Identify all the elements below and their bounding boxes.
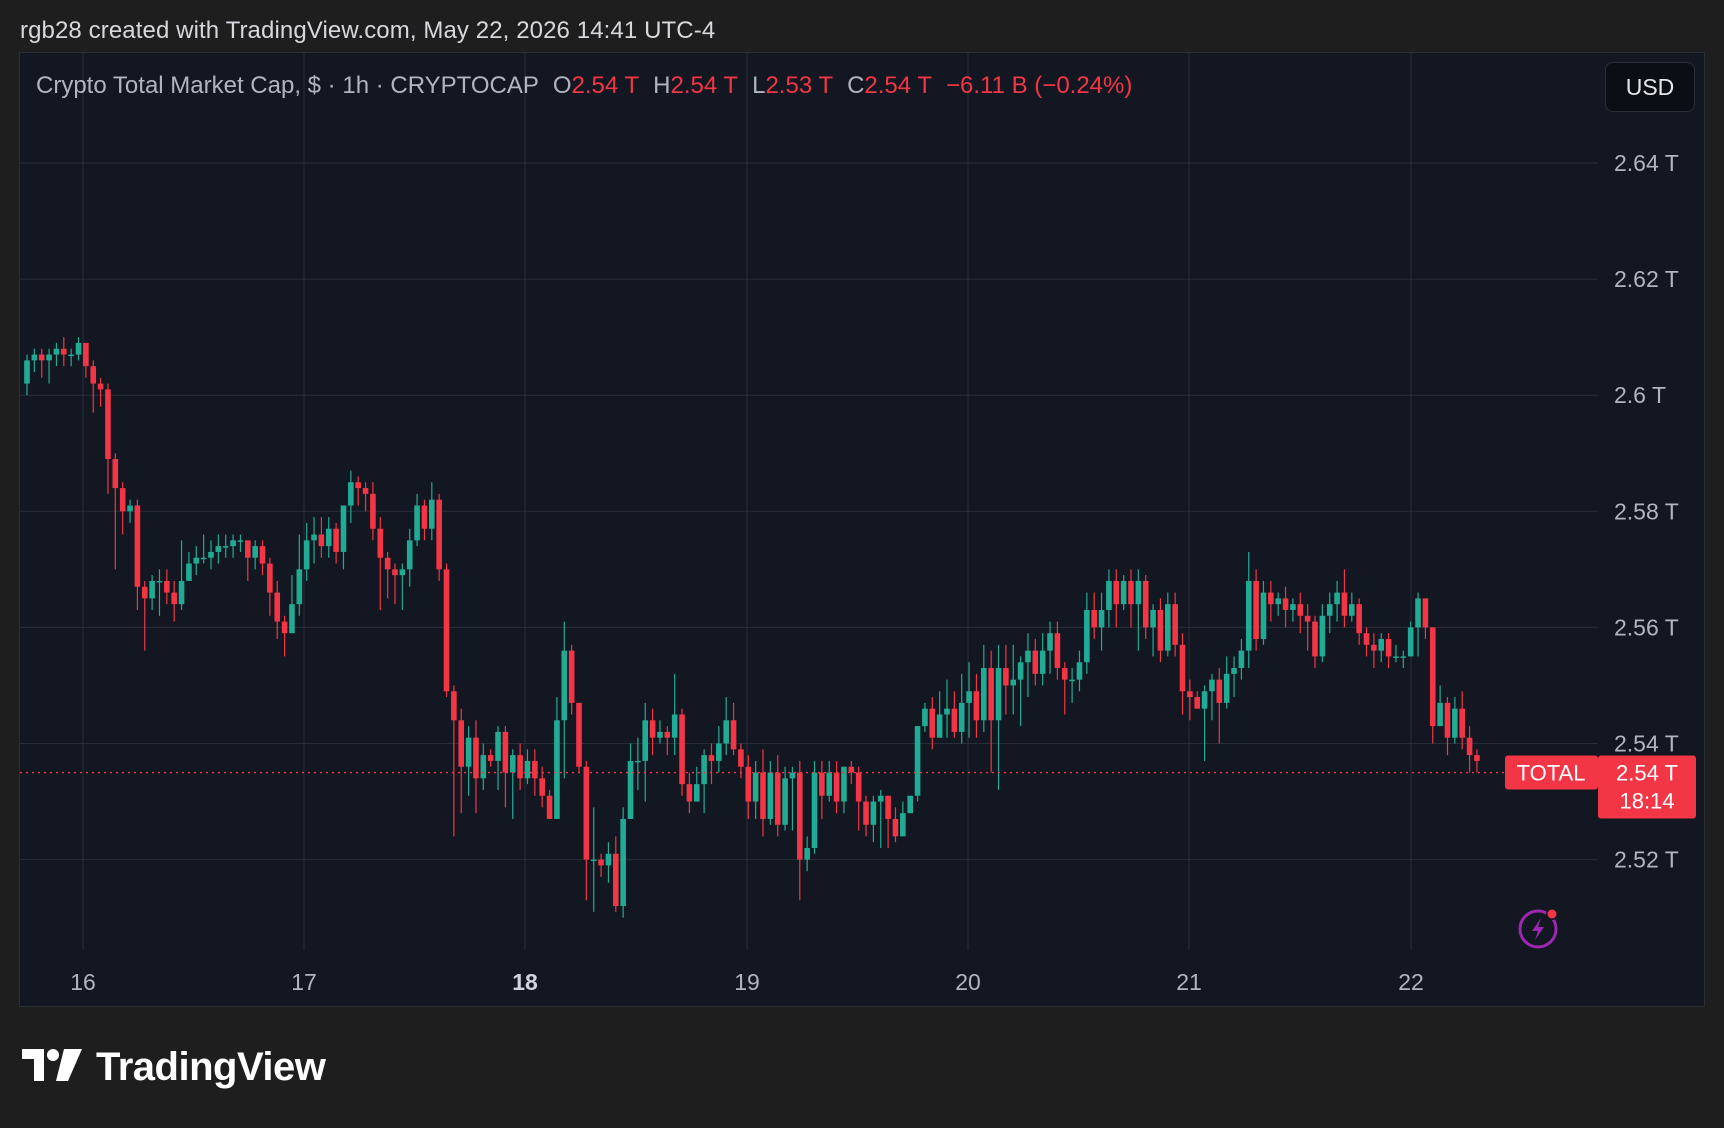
lightning-icon[interactable] bbox=[1517, 905, 1563, 951]
close-label: C bbox=[847, 72, 865, 99]
brand-footer: TradingView bbox=[22, 1045, 326, 1090]
symbol-title[interactable]: Crypto Total Market Cap, $ · 1h · CRYPTO… bbox=[36, 72, 539, 99]
chart-panel[interactable] bbox=[19, 52, 1705, 1007]
close-value: 2.54 T bbox=[864, 72, 933, 99]
open-label: O bbox=[552, 72, 572, 99]
open-value: 2.54 T bbox=[571, 72, 640, 99]
high-value: 2.54 T bbox=[670, 72, 739, 99]
symbol-legend[interactable]: Crypto Total Market Cap, $ · 1h · CRYPTO… bbox=[36, 72, 1132, 100]
brand-name: TradingView bbox=[96, 1045, 326, 1089]
change-value: −6.11 B (−0.24%) bbox=[946, 72, 1133, 99]
low-value: 2.53 T bbox=[765, 72, 834, 99]
tradingview-logo-icon bbox=[22, 1049, 82, 1086]
high-label: H bbox=[653, 72, 671, 99]
currency-button[interactable]: USD bbox=[1605, 62, 1695, 112]
attribution-caption: rgb28 created with TradingView.com, May … bbox=[20, 17, 716, 44]
low-label: L bbox=[752, 72, 766, 99]
